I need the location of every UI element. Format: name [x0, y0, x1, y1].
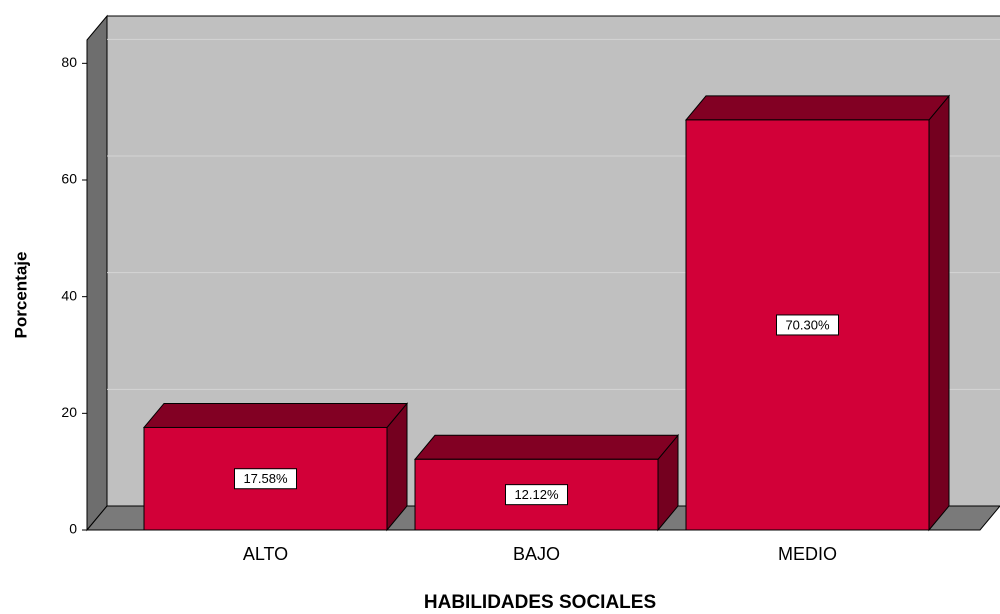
value-label-box [505, 484, 568, 506]
bar-top [684, 95, 951, 121]
x-tick-label: ALTO [243, 544, 288, 564]
value-label: 12.12% [514, 487, 559, 502]
x-tick-label: BAJO [513, 544, 560, 564]
value-label: 17.58% [243, 471, 288, 486]
bar-top [142, 402, 409, 428]
x-tick-label: MEDIO [778, 544, 837, 564]
y-tick-label: 20 [61, 404, 77, 420]
value-label-box [234, 468, 297, 490]
y-tick-label: 0 [69, 521, 77, 537]
y-tick-label: 40 [61, 287, 77, 303]
y-tick-label: 80 [61, 54, 77, 70]
y-axis-title: Porcentaje [11, 252, 30, 339]
value-label-box [776, 314, 839, 336]
bar-side [928, 94, 950, 532]
bar-top [413, 434, 680, 460]
y-tick-label: 60 [61, 171, 77, 187]
value-label: 70.30% [785, 317, 830, 332]
left-wall [86, 14, 108, 532]
x-axis-title: HABILIDADES SOCIALES [424, 592, 656, 613]
